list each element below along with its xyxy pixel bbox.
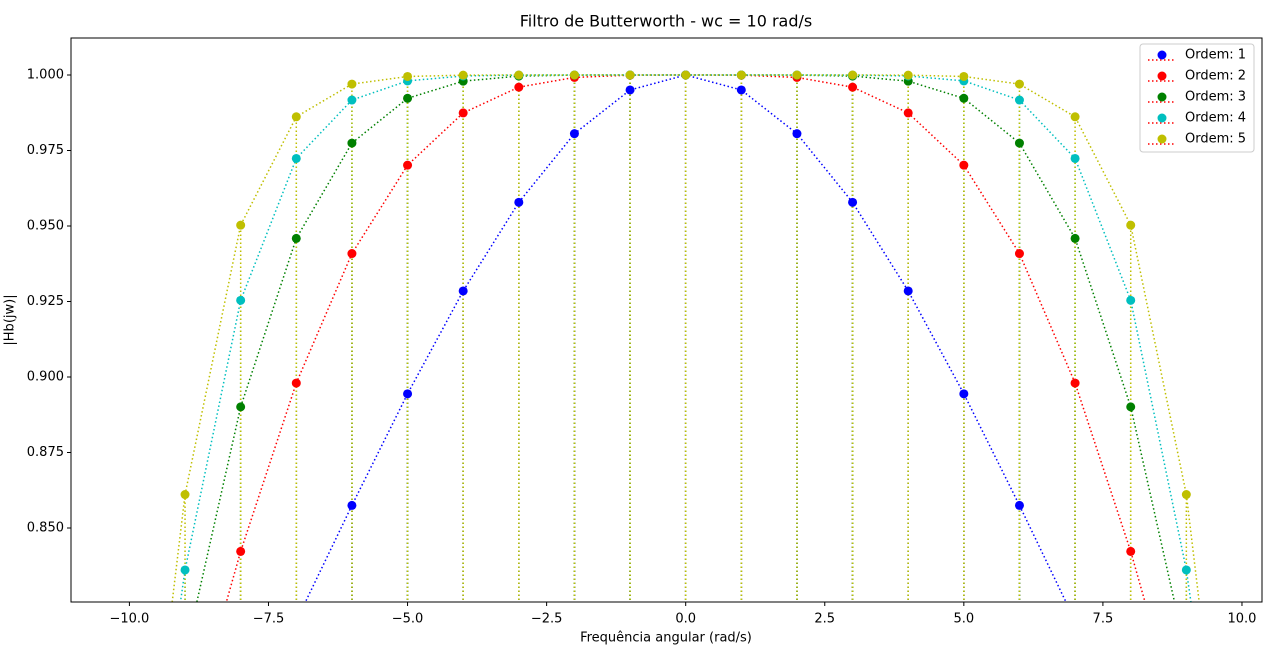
- x-tick-label: 10.0: [1227, 612, 1256, 627]
- point: [347, 79, 357, 89]
- point: [681, 70, 691, 80]
- point: [1126, 295, 1136, 305]
- point: [903, 286, 913, 296]
- point: [236, 546, 246, 556]
- x-tick-label: −7.5: [253, 612, 285, 627]
- y-tick-label: 0.950: [27, 219, 64, 234]
- point: [458, 286, 468, 296]
- point: [458, 108, 468, 118]
- point: [1181, 490, 1191, 500]
- point: [347, 138, 357, 148]
- legend-label: Ordem: 3: [1185, 90, 1246, 105]
- point: [1070, 153, 1080, 163]
- axes-frame: [70, 37, 1263, 603]
- y-tick-label: 0.925: [27, 294, 64, 309]
- point: [514, 70, 524, 80]
- point: [291, 112, 301, 122]
- point: [403, 71, 413, 81]
- point: [291, 153, 301, 163]
- point: [180, 565, 190, 575]
- y-axis-label: |Hb(jw)|: [3, 294, 18, 345]
- point: [291, 378, 301, 388]
- legend-label: Ordem: 5: [1185, 132, 1246, 147]
- point: [569, 70, 579, 80]
- plot-area: [171, 70, 1200, 602]
- point: [347, 500, 357, 510]
- point: [792, 70, 802, 80]
- y-tick-label: 0.850: [27, 521, 64, 536]
- point: [347, 249, 357, 259]
- legend-box: [1139, 43, 1255, 153]
- point: [1014, 500, 1024, 510]
- x-tick-label: 5.0: [953, 612, 974, 627]
- point: [736, 70, 746, 80]
- x-tick-label: 0.0: [675, 612, 696, 627]
- y-tick-label: 0.975: [27, 143, 64, 158]
- legend-marker: [1157, 71, 1167, 81]
- point: [959, 160, 969, 170]
- point: [848, 82, 858, 92]
- legend-label: Ordem: 1: [1185, 48, 1246, 63]
- y-tick-label: 1.000: [27, 67, 64, 82]
- point: [236, 295, 246, 305]
- point: [848, 197, 858, 207]
- point: [792, 129, 802, 139]
- point: [736, 85, 746, 95]
- point: [1014, 249, 1024, 259]
- legend-marker: [1157, 92, 1167, 102]
- point: [1014, 95, 1024, 105]
- legend: Ordem: 1 Ordem: 2 Ordem: 3 Ordem: 4 Ordem: 5: [1139, 43, 1255, 153]
- point: [1126, 220, 1136, 230]
- point: [903, 108, 913, 118]
- point: [236, 402, 246, 412]
- point: [403, 93, 413, 103]
- point: [347, 95, 357, 105]
- point: [848, 70, 858, 80]
- chart-title: Filtro de Butterworth - wc = 10 rad/s: [520, 12, 812, 31]
- point: [625, 85, 635, 95]
- y-tick-label: 0.900: [27, 370, 64, 385]
- point: [959, 71, 969, 81]
- point: [1070, 233, 1080, 243]
- x-tick-label: −2.5: [531, 612, 563, 627]
- point: [1126, 402, 1136, 412]
- point: [236, 220, 246, 230]
- legend-marker: [1157, 134, 1167, 144]
- point: [180, 490, 190, 500]
- series-line: [179, 74, 1192, 602]
- point: [458, 70, 468, 80]
- point: [291, 233, 301, 243]
- legend-marker: [1157, 113, 1167, 123]
- point: [1070, 112, 1080, 122]
- x-tick-label: −5.0: [392, 612, 424, 627]
- point: [959, 389, 969, 399]
- x-tick-label: 2.5: [814, 612, 835, 627]
- point: [514, 197, 524, 207]
- point: [1070, 378, 1080, 388]
- x-tick-label: 7.5: [1093, 612, 1114, 627]
- legend-marker: [1157, 50, 1167, 60]
- point: [1014, 138, 1024, 148]
- point: [625, 70, 635, 80]
- x-axis-label: Frequência angular (rad/s): [580, 631, 752, 646]
- point: [403, 389, 413, 399]
- point: [403, 160, 413, 170]
- point: [1014, 79, 1024, 89]
- point: [959, 93, 969, 103]
- legend-label: Ordem: 4: [1185, 111, 1246, 126]
- y-tick-label: 0.875: [27, 445, 64, 460]
- legend-label: Ordem: 2: [1185, 69, 1246, 84]
- point: [1126, 546, 1136, 556]
- point: [514, 82, 524, 92]
- point: [903, 70, 913, 80]
- point: [1181, 565, 1191, 575]
- point: [569, 129, 579, 139]
- x-tick-label: −10.0: [109, 612, 149, 627]
